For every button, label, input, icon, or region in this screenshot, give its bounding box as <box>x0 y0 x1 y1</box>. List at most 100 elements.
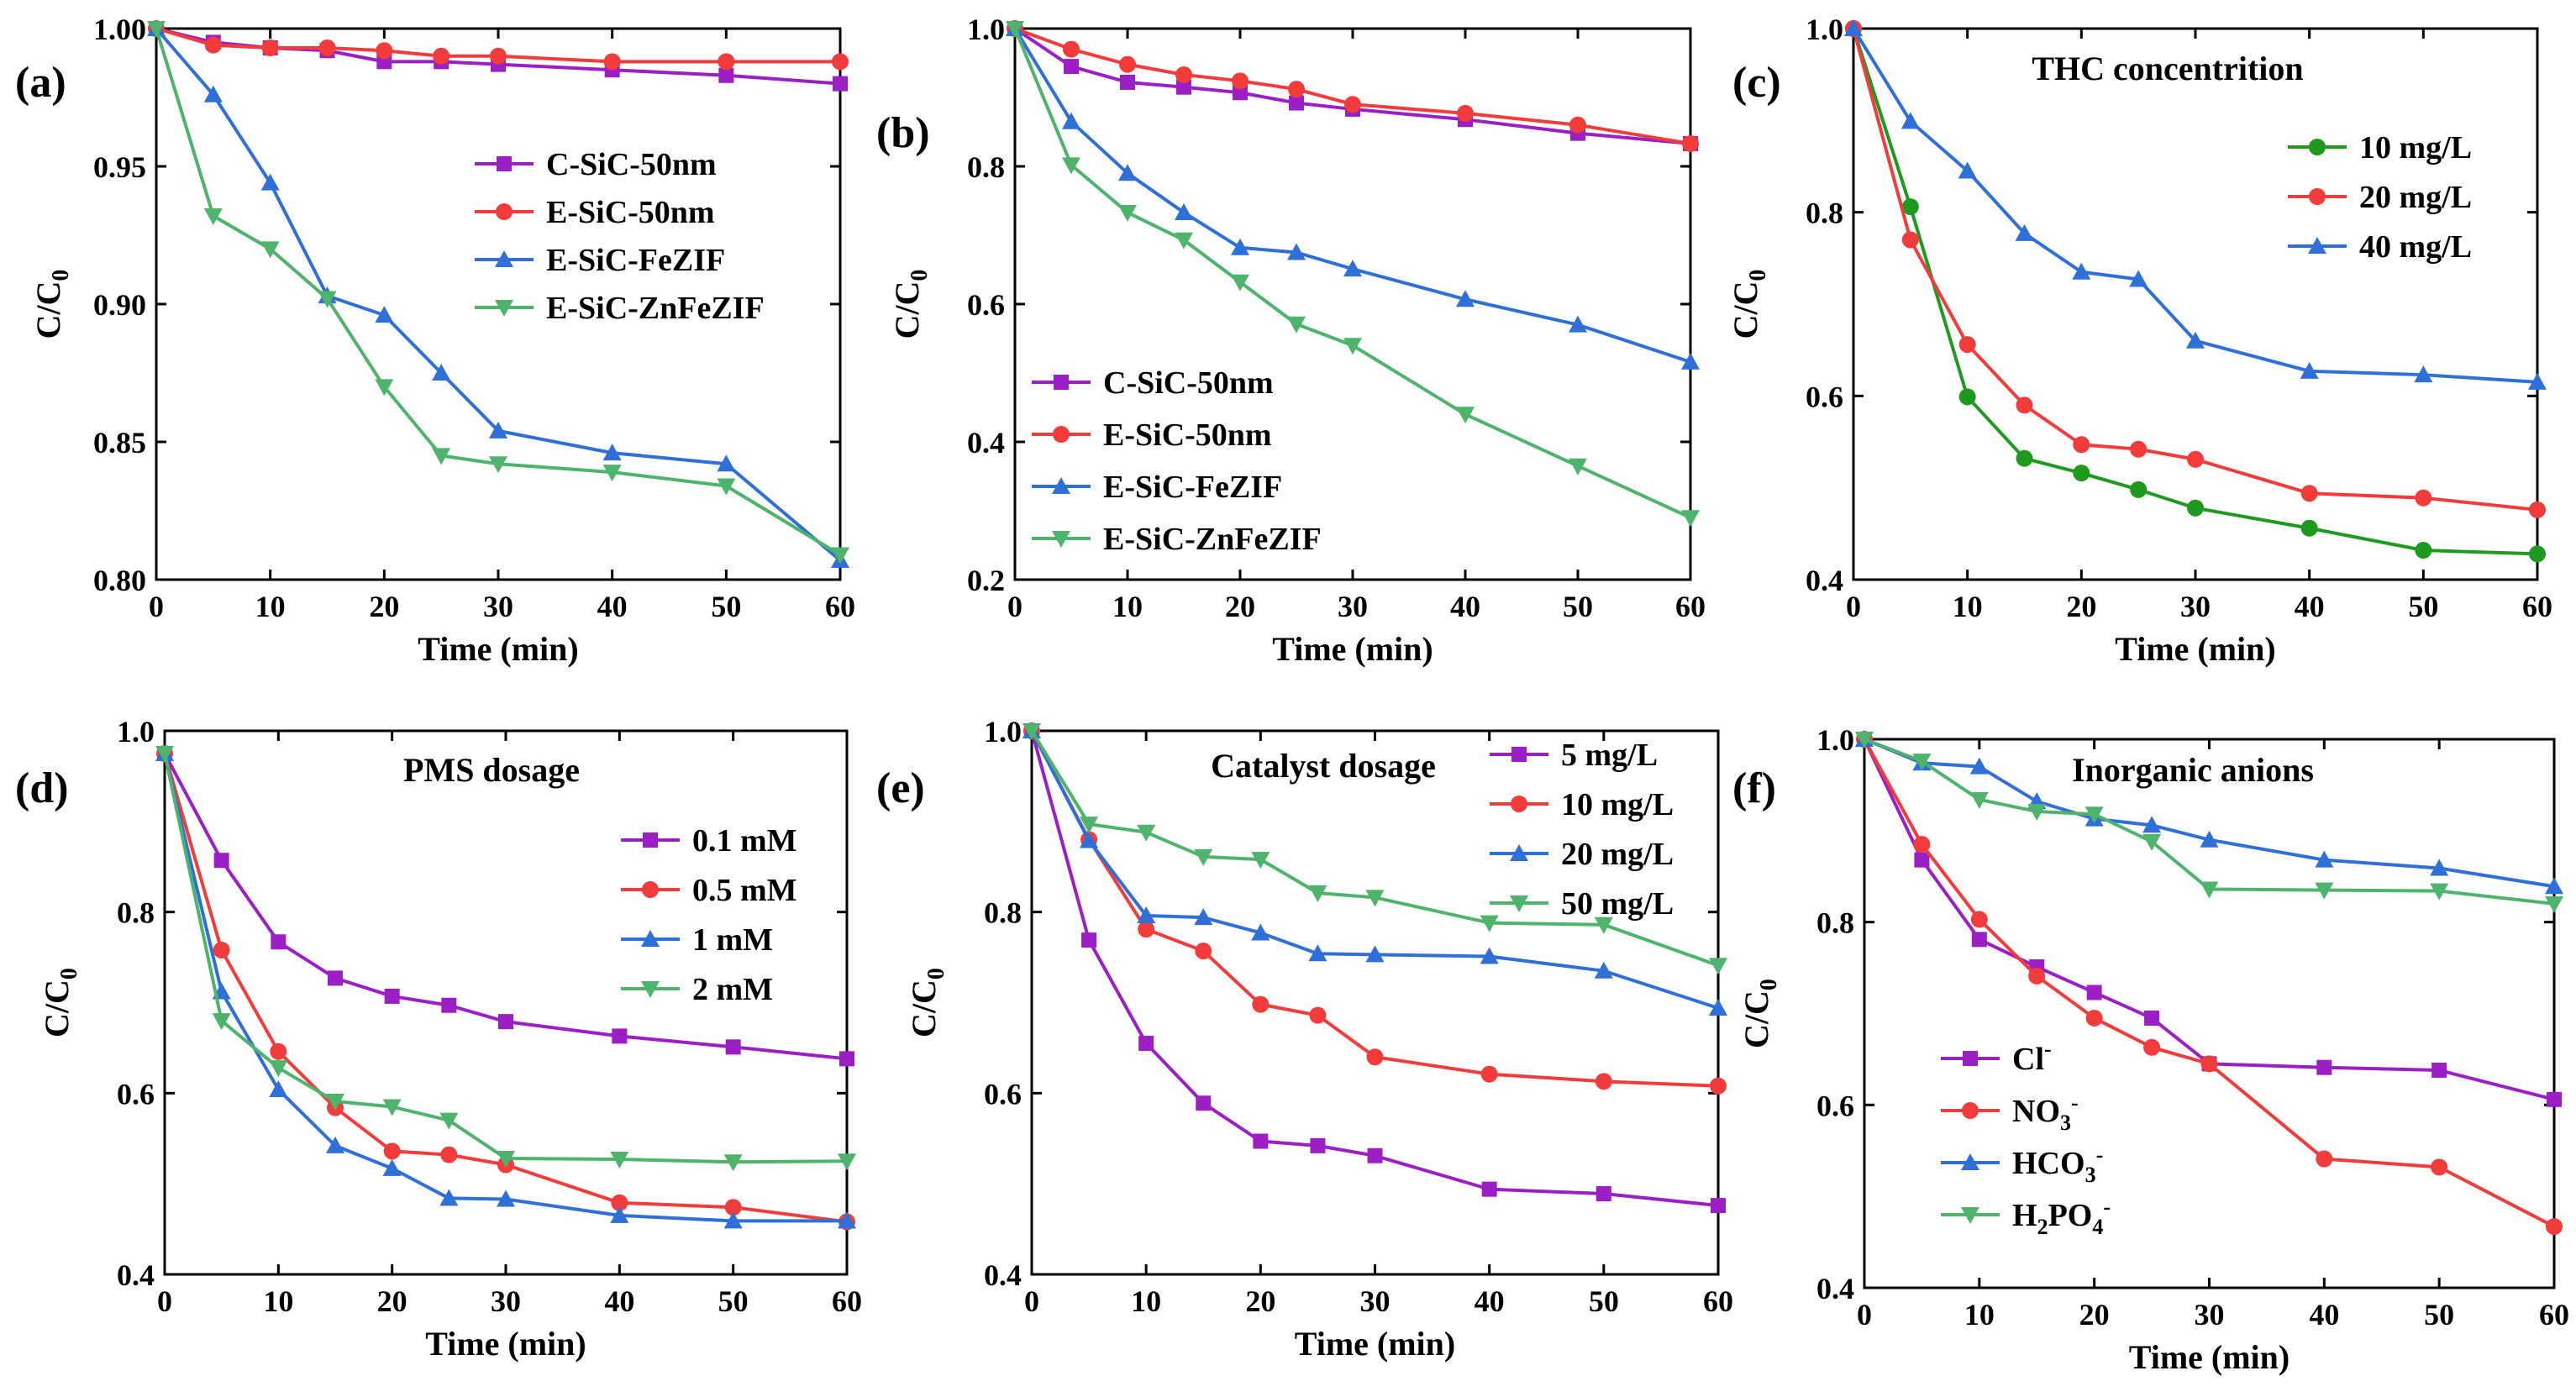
y-axis-title: C/C0 <box>1727 270 1771 339</box>
data-point <box>1594 916 1613 934</box>
data-point <box>1365 890 1385 907</box>
series-1 <box>1007 20 1699 152</box>
data-point <box>269 1080 288 1098</box>
y-axis-title: C/C0 <box>888 270 933 339</box>
data-point <box>2142 833 2162 851</box>
series-line <box>1852 28 2538 556</box>
x-tick-label: 20 <box>1245 1284 1275 1318</box>
x-tick-label: 60 <box>2522 590 2552 623</box>
x-tick-label: 60 <box>832 1284 862 1318</box>
data-point <box>2073 436 2090 454</box>
data-point <box>1120 74 1135 90</box>
data-point <box>1175 232 1193 249</box>
data-point <box>725 1039 741 1055</box>
data-point <box>2316 1150 2333 1168</box>
y-axis-title: C/C0 <box>1737 979 1782 1048</box>
data-point <box>1969 757 1989 775</box>
chart-panel-f: 0 10 20 30 40 50 60 0.4 0.6 0.8 1.0 Time (min) C/C0 (… <box>1732 723 2569 1376</box>
data-point <box>1710 1077 1727 1095</box>
data-point <box>270 1042 287 1060</box>
data-point <box>1456 290 1475 307</box>
x-axis-title: Time (min) <box>418 630 578 668</box>
data-point <box>724 1199 742 1216</box>
series-line <box>1014 27 1691 145</box>
series-3 <box>147 21 849 565</box>
data-point <box>1287 243 1306 260</box>
data-point <box>1023 723 1041 740</box>
y-tick-label: 0.4 <box>984 1258 1022 1292</box>
x-tick-label: 0 <box>1857 1298 1872 1331</box>
data-point <box>212 1013 231 1031</box>
data-point <box>2300 361 2319 379</box>
series-line <box>1864 738 2555 906</box>
data-point <box>1681 510 1700 528</box>
data-point <box>2027 803 2047 821</box>
data-point <box>383 1142 401 1160</box>
data-point <box>602 465 622 482</box>
data-point <box>1176 79 1191 95</box>
data-point <box>2200 1055 2218 1073</box>
panel-label: (e) <box>876 764 925 812</box>
legend-entry: 0.5 mM <box>692 873 797 908</box>
x-tick-label: 20 <box>369 590 399 623</box>
data-point <box>1569 315 1587 333</box>
data-point <box>1958 336 1976 354</box>
data-point <box>432 448 451 465</box>
data-point <box>1288 81 1305 98</box>
data-point <box>1231 274 1249 291</box>
legend-entry: 5 mg/L <box>1561 738 1658 773</box>
legend-entry: C-SiC-50nm <box>546 147 717 182</box>
legend-entry: Cl- <box>2012 1037 2052 1077</box>
x-axis-title: Time (min) <box>2129 1338 2289 1376</box>
y-tick-label: 0.4 <box>117 1258 155 1292</box>
data-point <box>838 1211 856 1229</box>
data-point <box>269 1060 288 1078</box>
data-point <box>497 1190 515 1207</box>
legend-marker <box>1054 375 1069 390</box>
data-point <box>1138 1036 1154 1052</box>
legend-marker <box>1961 1207 1979 1224</box>
data-point <box>2415 489 2432 507</box>
data-point <box>1844 19 1863 36</box>
data-point <box>723 1154 743 1172</box>
data-point <box>490 47 507 65</box>
data-point <box>833 76 848 92</box>
data-point <box>213 941 230 958</box>
panel-label: (d) <box>15 764 69 812</box>
data-point <box>204 36 222 54</box>
data-point <box>603 53 621 71</box>
y-tick-label: 1.0 <box>967 13 1005 46</box>
x-tick-label: 10 <box>255 590 286 623</box>
data-point <box>1309 1006 1327 1024</box>
legend-marker <box>1963 1051 1978 1066</box>
data-point <box>2186 331 2205 349</box>
data-point <box>611 1194 628 1211</box>
data-point <box>1137 824 1156 842</box>
data-point <box>1901 231 1919 249</box>
data-point <box>1080 831 1099 848</box>
data-point <box>1196 1095 1212 1111</box>
series-line <box>155 28 842 557</box>
data-point <box>440 1146 458 1163</box>
chart-panel-a: 0 10 20 30 40 50 60 0.80 0.85 0.90 0.95 1.00 Time (m… <box>15 13 855 668</box>
data-point <box>2529 501 2546 518</box>
data-point <box>1596 1186 1611 1202</box>
data-point <box>1855 732 1874 748</box>
data-point <box>2545 877 2563 895</box>
data-point <box>260 241 280 259</box>
data-point <box>1310 1137 1326 1153</box>
series-2 <box>1023 722 1727 1016</box>
x-tick-label: 20 <box>2079 1298 2110 1331</box>
data-point <box>2316 1059 2332 1075</box>
data-point <box>1971 932 1987 948</box>
panel-title: Catalyst dosage <box>1211 747 1436 785</box>
legend: C-SiC-50nm E-SiC-50nm E-SiC-FeZIF E-SiC-ZnF… <box>1032 365 1322 557</box>
x-axis-title: Time (min) <box>1272 630 1433 668</box>
legend: 0.1 mM 0.5 mM 1 mM 2 mM <box>621 823 797 1007</box>
data-point <box>1900 112 1920 129</box>
legend-marker <box>643 832 658 848</box>
x-tick-label: 50 <box>1589 1284 1619 1318</box>
data-point <box>1367 1148 1383 1163</box>
x-axis-title: Time (min) <box>425 1325 586 1363</box>
y-tick-label: 0.6 <box>1816 1089 1854 1122</box>
